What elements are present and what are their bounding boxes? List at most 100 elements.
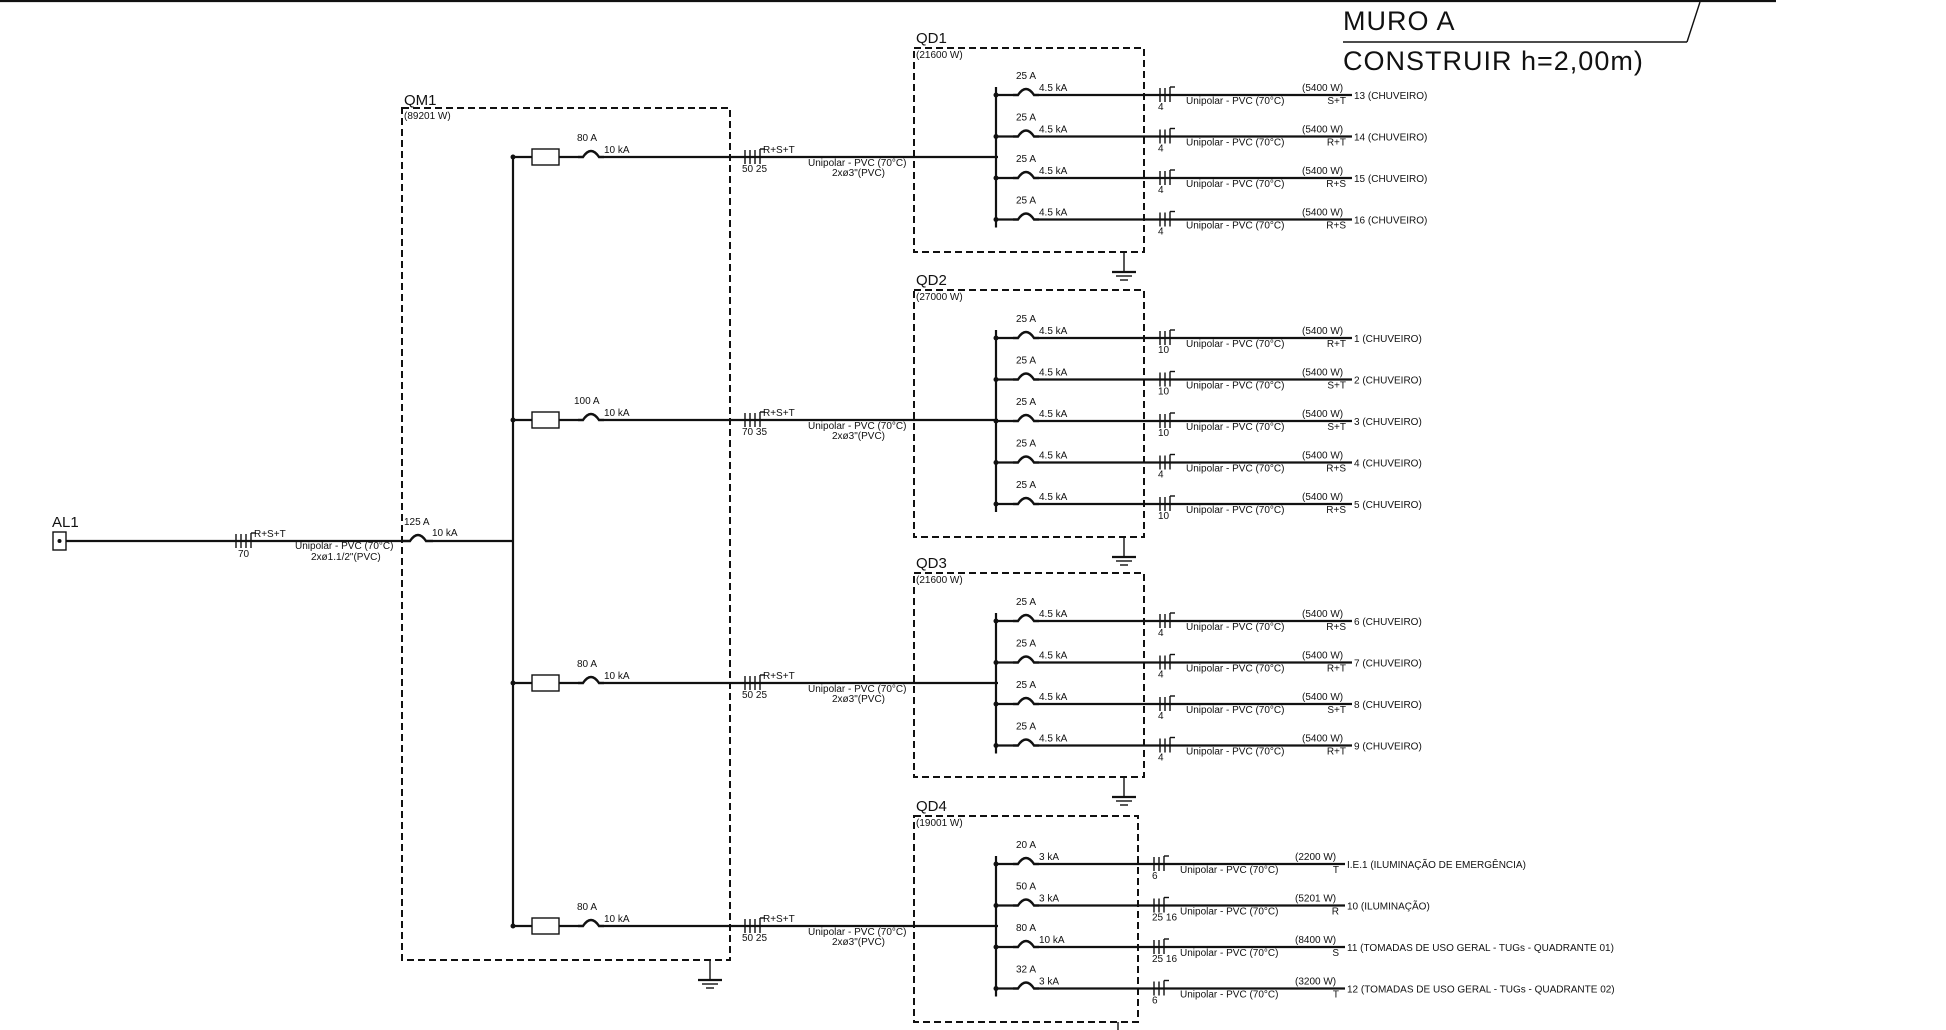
feeder-breaker-symbol	[578, 412, 604, 422]
feeder-sections: 50 25	[742, 164, 767, 175]
feeder-breaker-current: 80 A	[577, 133, 597, 144]
circuit-breaker-current: 25 A	[1016, 639, 1036, 650]
circuit-section: 10	[1158, 511, 1170, 522]
feeder-breaker-ka: 10 kA	[604, 671, 630, 682]
circuit-breaker-current: 25 A	[1016, 196, 1036, 207]
circuit-cable-type: Unipolar - PVC (70°C)	[1180, 907, 1278, 918]
circuit-breaker-current: 25 A	[1016, 480, 1036, 491]
source-conduit: 2xø1.1/2"(PVC)	[311, 552, 381, 563]
circuit-breaker-ka: 3 kA	[1039, 894, 1059, 905]
circuit-cable-tick-marks	[1159, 127, 1175, 144]
circuit-row: 25 A4.5 kA 4 Unipolar - PVC (70°C) (5400 W)…	[993, 439, 1422, 481]
source-cable-tick-marks	[235, 532, 256, 548]
circuit-phases: R+S	[1326, 221, 1346, 232]
title-slash-line	[1686, 1, 1701, 43]
circuit-breaker-symbol	[1013, 129, 1039, 138]
circuit-power: (5400 W)	[1302, 734, 1343, 745]
feeder-protection-box	[531, 411, 560, 429]
circuit-label: 11 (TOMADAS DE USO GERAL - TUGs - QUADRA…	[1347, 943, 1614, 954]
circuit-breaker-symbol	[1013, 455, 1039, 464]
circuit-power: (5400 W)	[1302, 326, 1343, 337]
circuit-cable-tick-marks	[1159, 329, 1175, 345]
circuit-row: 25 A4.5 kA 10 Unipolar - PVC (70°C) (5400 W…	[993, 314, 1422, 356]
circuit-label: 3 (CHUVEIRO)	[1354, 417, 1422, 428]
circuit-power: (5400 W)	[1302, 368, 1343, 379]
circuit-cable-tick-marks	[1159, 653, 1175, 670]
circuit-label: 6 (CHUVEIRO)	[1354, 617, 1422, 628]
feeder-breaker-current: 100 A	[574, 396, 600, 407]
feeder-phases: R+S+T	[763, 145, 795, 156]
feeder-conduit: 2xø3"(PVC)	[832, 168, 885, 179]
circuit-section: 10	[1158, 428, 1170, 439]
circuit-breaker-current: 25 A	[1016, 439, 1036, 450]
panel-frame	[913, 47, 1145, 253]
circuit-breaker-symbol	[1013, 212, 1039, 221]
circuit-breaker-symbol	[1013, 655, 1039, 664]
circuit-row: 25 A4.5 kA 4 Unipolar - PVC (70°C) (5400 W)…	[993, 154, 1427, 196]
feeder-cable-type: Unipolar - PVC (70°C)	[808, 684, 906, 695]
main-panel-frame	[401, 107, 731, 961]
circuit-phases: T	[1333, 990, 1339, 1001]
circuit-phases: R+S	[1326, 505, 1346, 516]
circuit-cable-type: Unipolar - PVC (70°C)	[1186, 179, 1284, 190]
circuit-power: (5400 W)	[1302, 83, 1343, 94]
circuit-breaker-current: 32 A	[1016, 965, 1036, 976]
circuit-row: 20 A3 kA 6 Unipolar - PVC (70°C) (2200 W) T I…	[993, 840, 1526, 882]
circuit-row: 25 A4.5 kA 4 Unipolar - PVC (70°C) (5400 W)…	[993, 722, 1422, 764]
circuit-breaker-symbol	[1013, 170, 1039, 180]
circuit-cable-tick-marks	[1159, 210, 1175, 227]
circuit-label: 8 (CHUVEIRO)	[1354, 700, 1422, 711]
circuit-breaker-symbol	[1013, 413, 1039, 423]
circuit-cable-tick-marks	[1159, 495, 1175, 511]
circuit-label: 5 (CHUVEIRO)	[1354, 500, 1422, 511]
circuit-row: 25 A4.5 kA 10 Unipolar - PVC (70°C) (5400 W…	[993, 356, 1422, 398]
circuit-phases: S+T	[1327, 422, 1346, 433]
circuit-breaker-current: 80 A	[1016, 923, 1036, 934]
circuit-power: (5400 W)	[1302, 609, 1343, 620]
circuit-cable-tick-marks	[1159, 453, 1175, 470]
feeder-qd3: 80 A 10 kA R+S+T 50 25 Unipolar - PVC (7…	[510, 659, 998, 705]
circuit-breaker-ka: 4.5 kA	[1039, 83, 1068, 94]
feeder-breaker-current: 80 A	[577, 659, 597, 670]
circuit-breaker-symbol	[1013, 87, 1039, 97]
title-line-1: MURO A	[1343, 6, 1456, 36]
circuit-phases: S+T	[1327, 381, 1346, 392]
circuit-section: 4	[1158, 470, 1164, 481]
circuit-breaker-ka: 4.5 kA	[1039, 451, 1068, 462]
circuit-breaker-symbol	[1013, 856, 1039, 866]
main-panel-name: QM1	[404, 92, 437, 109]
feeder-breaker-symbol	[578, 149, 604, 159]
panel-frame	[913, 289, 1145, 538]
panel-ground-symbol	[1112, 537, 1136, 566]
feeder-phases: R+S+T	[763, 408, 795, 419]
feeder-cable-type: Unipolar - PVC (70°C)	[808, 927, 906, 938]
circuit-power: (5400 W)	[1302, 125, 1343, 136]
circuit-breaker-ka: 4.5 kA	[1039, 125, 1068, 136]
circuit-breaker-current: 25 A	[1016, 680, 1036, 691]
circuit-breaker-current: 25 A	[1016, 356, 1036, 367]
panel-ground-symbol	[1112, 777, 1136, 806]
main-panel-ground-symbol	[698, 960, 722, 989]
circuit-row: 25 A4.5 kA 4 Unipolar - PVC (70°C) (5400 W)…	[993, 71, 1427, 113]
feeder-cable-type: Unipolar - PVC (70°C)	[808, 421, 906, 432]
circuit-power: (5400 W)	[1302, 451, 1343, 462]
feeder-protection-box	[531, 148, 560, 166]
circuit-breaker-current: 25 A	[1016, 597, 1036, 608]
main-panel-qm1: QM1 (89201 W)	[401, 92, 731, 989]
circuit-label: 15 (CHUVEIRO)	[1354, 174, 1427, 185]
circuit-breaker-ka: 4.5 kA	[1039, 609, 1068, 620]
feeder-qd4: 80 A 10 kA R+S+T 50 25 Unipolar - PVC (7…	[510, 902, 998, 948]
feeder-phases: R+S+T	[763, 671, 795, 682]
circuit-phases: R+T	[1327, 664, 1346, 675]
circuit-cable-type: Unipolar - PVC (70°C)	[1180, 865, 1278, 876]
feeder-breaker-ka: 10 kA	[604, 145, 630, 156]
circuit-phases: R+S	[1326, 464, 1346, 475]
circuit-breaker-ka: 4.5 kA	[1039, 734, 1068, 745]
circuit-cable-type: Unipolar - PVC (70°C)	[1186, 505, 1284, 516]
circuit-cable-type: Unipolar - PVC (70°C)	[1186, 339, 1284, 350]
circuit-label: 14 (CHUVEIRO)	[1354, 133, 1427, 144]
circuit-cable-type: Unipolar - PVC (70°C)	[1186, 221, 1284, 232]
feeder-sections: 70 35	[742, 427, 767, 438]
panel-name: QD3	[916, 555, 947, 572]
circuit-breaker-ka: 4.5 kA	[1039, 409, 1068, 420]
